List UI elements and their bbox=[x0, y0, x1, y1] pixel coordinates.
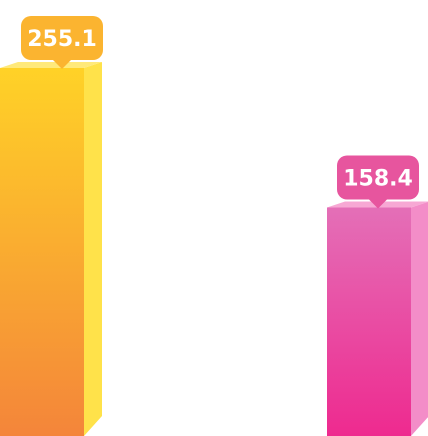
value-label-text-2: 158.4 bbox=[343, 166, 413, 191]
bar-side-2 bbox=[411, 201, 428, 436]
value-label-bubble-1 bbox=[21, 16, 103, 60]
value-labels-layer: 255.1 158.4 bbox=[21, 16, 419, 209]
value-label-pointer-2 bbox=[369, 199, 387, 209]
value-label-pointer-1 bbox=[53, 60, 71, 69]
value-label-1: 255.1 bbox=[21, 16, 103, 69]
bar-front-1 bbox=[0, 68, 84, 436]
bar-top-1 bbox=[0, 62, 102, 68]
bar-1 bbox=[0, 62, 102, 436]
value-label-text-1: 255.1 bbox=[27, 27, 97, 52]
bar-2 bbox=[327, 201, 428, 436]
bar-side-1 bbox=[84, 62, 102, 436]
bars-layer bbox=[0, 62, 428, 436]
value-label-2: 158.4 bbox=[337, 155, 419, 209]
bar-front-2 bbox=[327, 207, 411, 436]
value-label-bubble-2 bbox=[337, 155, 419, 200]
